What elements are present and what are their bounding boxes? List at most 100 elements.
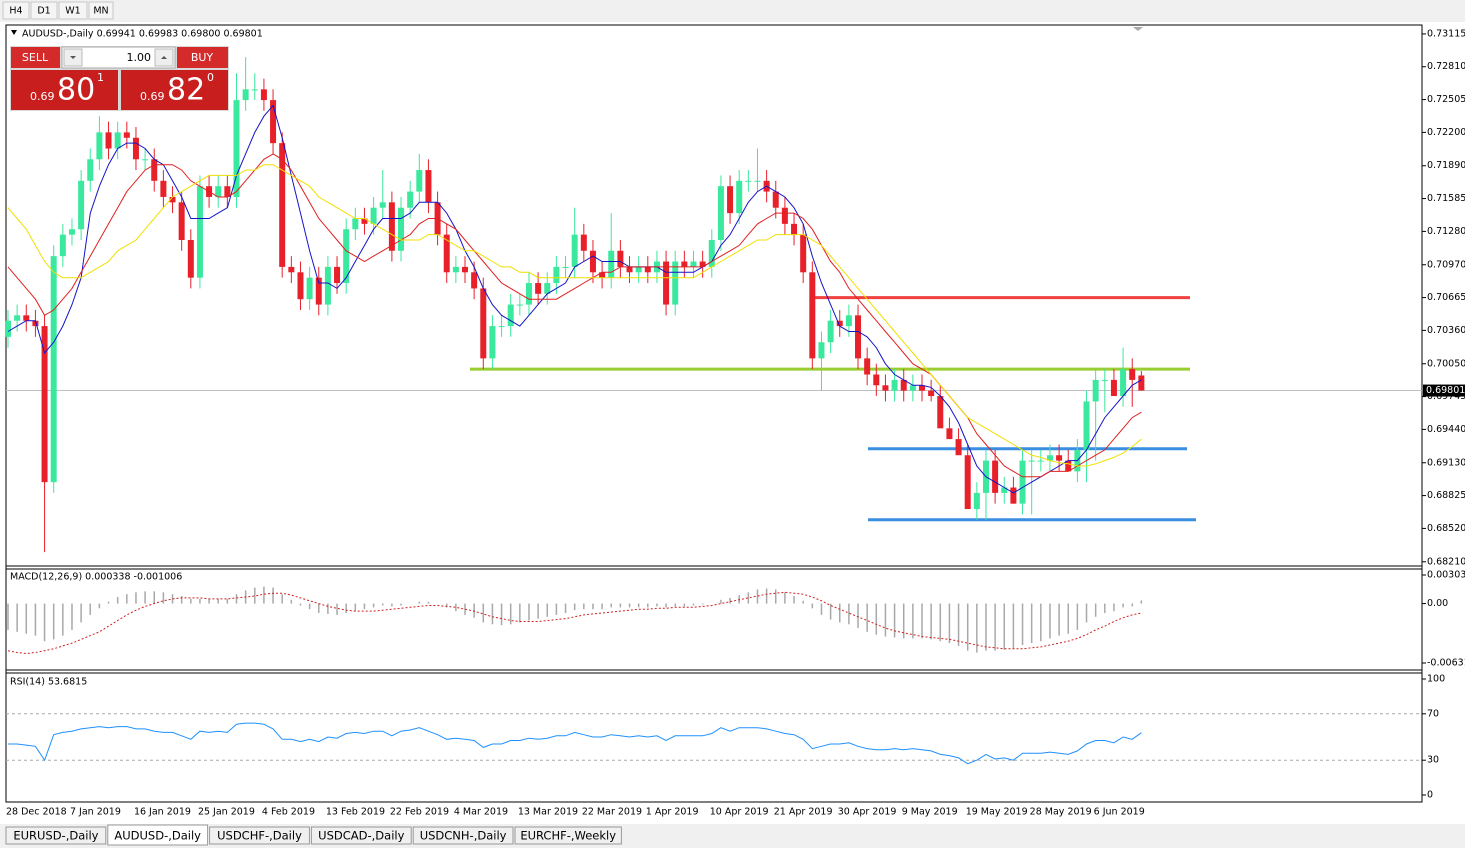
symbol-tab-label[interactable]: EURCHF-,Weekly <box>520 829 616 843</box>
candle-body <box>946 428 953 440</box>
candle-body <box>78 180 85 230</box>
candle-body <box>50 256 57 483</box>
tf-label[interactable]: W1 <box>65 6 80 17</box>
lot-input[interactable] <box>61 46 176 69</box>
candle-body <box>233 100 240 197</box>
candle-body <box>635 266 642 273</box>
candle-body <box>114 132 121 149</box>
sell-label[interactable]: SELL <box>22 51 49 64</box>
y-tick-label: 0 <box>1427 790 1433 801</box>
tf-button[interactable] <box>30 1 58 20</box>
candle-body <box>1010 487 1017 504</box>
buy-price-pips: 82 <box>167 73 205 108</box>
candle-body <box>398 207 405 251</box>
candle-body <box>900 379 907 391</box>
sell-price-prefix: 0.69 <box>30 90 55 103</box>
candle-body <box>791 223 798 235</box>
buy-label[interactable]: BUY <box>191 51 214 64</box>
candle-body <box>251 89 258 91</box>
candle-body <box>708 240 715 267</box>
x-tick-label: 1 Apr 2019 <box>646 807 699 818</box>
candle-body <box>32 320 39 327</box>
symbol-tab[interactable] <box>5 826 107 845</box>
candle-body <box>1028 460 1035 462</box>
chart-frame <box>5 24 1423 803</box>
symbol-tab[interactable] <box>107 824 209 846</box>
x-tick-label: 28 May 2019 <box>1030 807 1092 818</box>
x-tick-label: 19 May 2019 <box>966 807 1028 818</box>
candle-body <box>215 186 222 197</box>
candle-body <box>690 261 697 267</box>
tf-label[interactable]: D1 <box>37 6 50 17</box>
candle-body <box>425 170 432 203</box>
symbol-tabs: EURUSD-,Daily AUDUSD-,Daily USDCHF-,Daily U… <box>5 824 622 846</box>
symbol-tab-label[interactable]: EURUSD-,Daily <box>13 829 98 843</box>
symbol-tab-label[interactable]: USDCAD-,Daily <box>318 829 404 843</box>
symbol-tab-label[interactable]: USDCHF-,Daily <box>217 829 302 843</box>
candle-body <box>882 385 889 391</box>
candle-body <box>599 272 606 278</box>
symbol-tab[interactable] <box>412 826 514 845</box>
tf-label[interactable]: H4 <box>9 6 22 17</box>
candle-body <box>370 207 377 224</box>
x-tick-label: 7 Jan 2019 <box>70 807 121 818</box>
rsi-title: RSI(14) 53.6815 <box>10 677 87 688</box>
candle-body <box>809 272 816 359</box>
candle-body <box>855 315 862 359</box>
candle-body <box>699 261 706 267</box>
tf-button[interactable] <box>58 1 88 20</box>
tf-button[interactable] <box>88 1 114 20</box>
y-tick-label: 0.71585 <box>1427 193 1465 204</box>
candle-body <box>1138 375 1145 391</box>
candle-body <box>178 202 185 241</box>
y-tick-label: 0.70665 <box>1427 292 1465 303</box>
candle-body <box>59 234 66 257</box>
candle-body <box>571 234 578 267</box>
candle-body <box>306 277 313 300</box>
candle-body <box>873 374 880 386</box>
candle-body <box>1110 379 1117 397</box>
candle-body <box>361 218 368 224</box>
candle-body <box>297 272 304 300</box>
buy-price-box[interactable] <box>121 70 228 110</box>
symbol-tab-label[interactable]: AUDUSD-,Daily <box>114 829 201 843</box>
candle-body <box>480 288 487 359</box>
candle-body <box>123 132 130 138</box>
x-tick-label: 10 Apr 2019 <box>710 807 769 818</box>
x-tick-label: 22 Mar 2019 <box>582 807 642 818</box>
symbol-tab-label[interactable]: USDCNH-,Daily <box>420 829 507 843</box>
candle-body <box>727 186 734 214</box>
candle-body <box>1129 369 1136 380</box>
candle-body <box>544 283 551 294</box>
y-tick-label: 0.71890 <box>1427 160 1465 171</box>
y-tick-label: 0.72505 <box>1427 94 1465 105</box>
sell-price-box[interactable] <box>11 70 118 110</box>
tf-label[interactable]: MN <box>93 6 108 17</box>
candle-body <box>169 196 176 203</box>
x-tick-label: 22 Feb 2019 <box>390 807 449 818</box>
candle-body <box>388 202 395 251</box>
candle-body <box>1083 401 1090 450</box>
candle-body <box>443 234 450 273</box>
signal-line <box>7 591 1142 655</box>
symbol-tab[interactable] <box>514 826 622 845</box>
symbol-tab[interactable] <box>209 826 310 845</box>
candle-body <box>315 277 322 305</box>
symbol-tab[interactable] <box>310 826 412 845</box>
candle-body <box>836 320 843 327</box>
y-tick-label: 0.68825 <box>1427 490 1465 501</box>
tf-button[interactable] <box>2 1 30 20</box>
x-tick-label: 21 Apr 2019 <box>774 807 833 818</box>
lot-value[interactable]: 1.00 <box>127 51 152 64</box>
candle-body <box>507 304 514 327</box>
candle-body <box>1001 487 1008 493</box>
rsi-line <box>8 722 1142 765</box>
candle-body <box>471 272 478 289</box>
candle-body <box>224 186 231 197</box>
candle-body <box>818 342 825 359</box>
candle-body <box>580 234 587 251</box>
buy-button[interactable] <box>177 47 228 68</box>
sell-button[interactable] <box>11 47 60 68</box>
candle-body <box>736 180 743 214</box>
